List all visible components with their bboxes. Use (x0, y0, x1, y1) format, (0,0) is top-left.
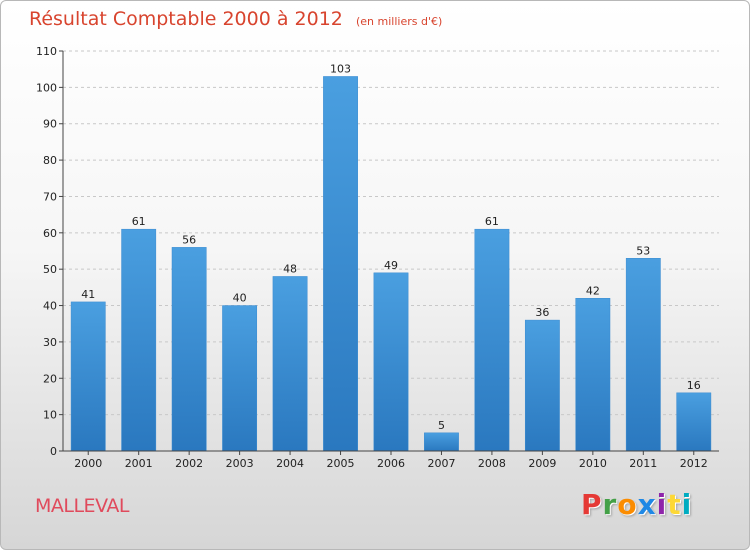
bar-2004 (272, 276, 308, 452)
data-label: 56 (182, 233, 196, 246)
x-tick-label: 2009 (528, 457, 556, 470)
y-tick-label: 80 (43, 154, 57, 167)
y-tick-label: 50 (43, 263, 57, 276)
bar-2007 (424, 432, 459, 452)
bar-2008 (474, 228, 510, 452)
title-row: Résultat Comptable 2000 à 2012 (en milli… (29, 8, 442, 30)
data-label: 61 (132, 215, 146, 228)
bar-2002 (171, 247, 207, 452)
data-label: 36 (535, 306, 549, 319)
y-tick-label: 60 (43, 227, 57, 240)
bar-2010 (575, 298, 611, 452)
data-label: 103 (330, 62, 351, 75)
chart-subtitle: (en milliers d'€) (355, 15, 443, 28)
logo-letter: i (681, 488, 693, 521)
data-label: 42 (586, 284, 600, 297)
y-tick-label: 30 (43, 336, 57, 349)
bar-2005 (323, 76, 358, 452)
x-tick-label: 2004 (276, 457, 304, 470)
x-tick-label: 2002 (175, 457, 203, 470)
x-tick-label: 2003 (226, 457, 254, 470)
x-tick-label: 2008 (478, 457, 506, 470)
data-label: 48 (283, 262, 297, 275)
bar-2006 (373, 272, 409, 452)
bar-2001 (121, 228, 157, 452)
x-tick-label: 2001 (125, 457, 153, 470)
axes (59, 50, 719, 455)
data-label: 49 (384, 259, 398, 272)
data-label: 16 (687, 379, 701, 392)
logo-letter: t (667, 488, 682, 521)
y-tick-label: 40 (43, 300, 57, 313)
x-tick-label: 2012 (680, 457, 708, 470)
logo-letter: P (581, 488, 603, 521)
y-tick-label: 70 (43, 190, 57, 203)
y-tick-label: 20 (43, 372, 57, 385)
commune-name: MALLEVAL (35, 495, 129, 517)
y-tick-label: 90 (43, 118, 57, 131)
logo-letter: r (602, 488, 618, 521)
labels: 0 10 20 30 40 50 60 70 80 90 100 110 41 2000 61 2001 56 2… (36, 45, 708, 470)
data-label: 53 (636, 244, 650, 257)
y-tick-label: 10 (43, 409, 57, 422)
bar-2011 (625, 258, 661, 452)
logo-letter: i (656, 488, 668, 521)
bar-2003 (222, 305, 258, 452)
x-tick-label: 2005 (327, 457, 355, 470)
data-label: 41 (81, 288, 95, 301)
logo-letter: o (617, 488, 638, 521)
x-tick-label: 2007 (427, 457, 455, 470)
chart-title: Résultat Comptable 2000 à 2012 (29, 8, 343, 30)
bar-2012 (676, 392, 712, 452)
bars (70, 76, 712, 452)
y-tick-label: 110 (36, 45, 57, 58)
x-tick-label: 2010 (579, 457, 607, 470)
x-tick-label: 2000 (74, 457, 102, 470)
y-tick-label: 100 (36, 81, 57, 94)
bar-2000 (70, 301, 106, 452)
x-tick-label: 2006 (377, 457, 405, 470)
y-tick-label: 0 (50, 445, 57, 458)
data-label: 40 (233, 292, 247, 305)
proxiti-logo: Proxiti (581, 488, 692, 521)
data-label: 61 (485, 215, 499, 228)
x-tick-label: 2011 (629, 457, 657, 470)
bar-2009 (524, 319, 560, 452)
data-label: 5 (438, 419, 445, 432)
logo-letter: x (637, 488, 657, 521)
